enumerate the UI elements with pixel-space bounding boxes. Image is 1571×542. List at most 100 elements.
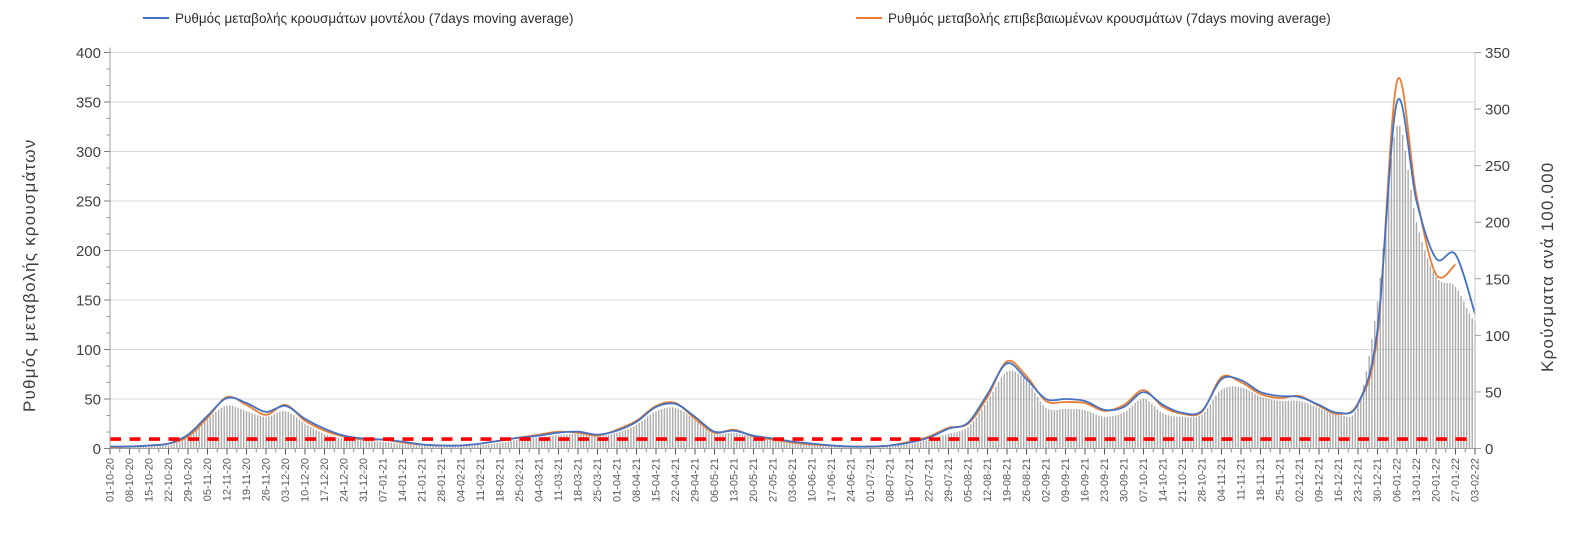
x-axis-date-label: 19-11-20: [241, 458, 253, 501]
x-axis-date-label: 03-02-22: [1470, 458, 1482, 502]
x-axis-date-label: 13-01-22: [1411, 458, 1423, 502]
legend-item-model: Ρυθμός μεταβολής κρουσμάτων μοντέλου (7d…: [143, 10, 574, 26]
left-axis-tick-label: 200: [76, 243, 101, 260]
left-axis-tick-label: 400: [76, 45, 101, 62]
cases-per-100k-bars: [109, 125, 1476, 449]
right-axis-tick-label: 300: [1485, 102, 1510, 119]
x-axis-date-label: 23-12-21: [1353, 458, 1365, 502]
confirmed-line-swatch: [856, 16, 882, 20]
model-line-swatch: [143, 16, 169, 20]
x-axis-date-label: 12-08-21: [982, 458, 994, 502]
left-axis-tick-label: 250: [76, 194, 101, 211]
x-axis-date-label: 08-07-21: [885, 458, 897, 502]
x-axis-date-label: 20-05-21: [748, 458, 760, 502]
x-axis-date-label: 16-09-21: [1080, 458, 1092, 502]
x-axis-date-label: 05-11-20: [202, 458, 214, 501]
x-axis-date-label: 29-07-21: [943, 458, 955, 502]
right-axis-tick-label: 200: [1485, 215, 1510, 232]
x-axis-date-label: 04-03-21: [534, 458, 546, 502]
x-axis-date-label: 11-03-21: [553, 458, 565, 501]
x-axis-date-label: 30-09-21: [1119, 458, 1131, 502]
right-axis-tick-label: 50: [1485, 384, 1502, 401]
x-axis-date-label: 06-01-22: [1392, 458, 1404, 502]
x-axis-date-label: 28-01-21: [436, 458, 448, 502]
x-axis-date-label: 25-11-21: [1275, 458, 1287, 501]
x-axis-date-label: 24-12-20: [339, 458, 351, 502]
left-axis-tick-label: 350: [76, 95, 101, 112]
x-axis-date-label: 29-10-20: [183, 458, 195, 502]
x-axis-date-label: 03-06-21: [787, 458, 799, 502]
legend-label-confirmed: Ρυθμός μεταβολής επιβεβαιωμένων κρουσμάτ…: [888, 10, 1331, 26]
x-axis-date-label: 26-08-21: [1021, 458, 1033, 502]
x-axis-date-label: 14-10-21: [1158, 458, 1170, 502]
x-axis-date-label: 08-10-20: [124, 458, 136, 502]
x-axis-date-label: 21-10-21: [1177, 458, 1189, 502]
x-axis-date-label: 10-12-20: [300, 458, 312, 502]
x-axis-date-label: 17-06-21: [826, 458, 838, 502]
left-axis-tick-label: 50: [84, 392, 101, 409]
right-axis-tick-label: 150: [1485, 271, 1510, 288]
left-axis-tick-label: 150: [76, 293, 101, 310]
x-axis-date-label: 15-04-21: [651, 458, 663, 502]
x-axis-date-label: 17-12-20: [319, 458, 331, 502]
right-axis-tick-label: 250: [1485, 158, 1510, 175]
x-axis-date-label: 18-02-21: [495, 458, 507, 502]
left-axis-tick-label: 300: [76, 144, 101, 161]
right-axis-tick-label: 350: [1485, 45, 1510, 62]
x-axis-date-label: 15-10-20: [144, 458, 156, 502]
x-axis-date-label: 08-04-21: [631, 458, 643, 502]
x-axis-date-label: 02-12-21: [1294, 458, 1306, 502]
x-axis-date-label: 22-04-21: [670, 458, 682, 502]
x-axis-date-label: 26-11-20: [261, 458, 273, 501]
x-axis-date-label: 12-11-20: [222, 458, 234, 501]
model-rate-line: [109, 98, 1476, 448]
right-axis-tick-label: 0: [1485, 441, 1493, 458]
confirmed-rate-line: [109, 77, 1457, 449]
x-axis-date-label: 29-04-21: [690, 458, 702, 502]
x-axis-date-label: 06-05-21: [709, 458, 721, 502]
x-axis-date-label: 27-01-22: [1450, 458, 1462, 502]
x-axis-date-label: 27-05-21: [768, 458, 780, 502]
right-axis-tick-label: 100: [1485, 328, 1510, 345]
x-axis-date-label: 01-07-21: [865, 458, 877, 502]
x-axis-date-label: 24-06-21: [846, 458, 858, 502]
x-axis-date-label: 04-11-21: [1216, 458, 1228, 501]
x-axis-date-label: 09-12-21: [1314, 458, 1326, 502]
x-axis-date-label: 18-03-21: [573, 458, 585, 502]
x-axis-date-label: 11-11-21: [1236, 458, 1248, 500]
x-axis-date-label: 28-10-21: [1197, 458, 1209, 502]
x-axis-date-label: 01-10-20: [105, 458, 117, 502]
x-axis-date-label: 30-12-21: [1372, 458, 1384, 502]
x-axis-date-label: 07-01-21: [378, 458, 390, 502]
chart-legend: Ρυθμός μεταβολής κρουσμάτων μοντέλου (7d…: [0, 0, 1571, 34]
x-axis-date-label: 18-11-21: [1255, 458, 1267, 501]
x-axis-date-label: 22-10-20: [163, 458, 175, 502]
x-axis-date-label: 22-07-21: [924, 458, 936, 502]
left-axis-tick-label: 100: [76, 342, 101, 359]
x-axis-date-label: 25-03-21: [592, 458, 604, 502]
x-axis-date-label: 16-12-21: [1333, 458, 1345, 502]
x-axis-date-label: 03-12-20: [280, 458, 292, 502]
left-axis-tick-label: 0: [93, 441, 101, 458]
x-axis-date-label: 25-02-21: [514, 458, 526, 502]
x-axis-date-label: 13-05-21: [729, 458, 741, 502]
legend-item-confirmed: Ρυθμός μεταβολής επιβεβαιωμένων κρουσμάτ…: [856, 10, 1331, 26]
x-axis-date-label: 10-06-21: [807, 458, 819, 502]
x-axis-date-label: 20-01-22: [1431, 458, 1443, 502]
x-axis-date-label: 11-02-21: [475, 458, 487, 501]
x-axis-date-label: 23-09-21: [1099, 458, 1111, 502]
legend-label-model: Ρυθμός μεταβολής κρουσμάτων μοντέλου (7d…: [175, 10, 574, 26]
x-axis-date-label: 31-12-20: [358, 458, 370, 502]
x-axis-date-label: 04-02-21: [456, 458, 468, 502]
x-axis-date-label: 05-08-21: [963, 458, 975, 502]
x-axis-date-label: 15-07-21: [904, 458, 916, 502]
x-axis-date-label: 19-08-21: [1002, 458, 1014, 502]
x-axis-date-label: 14-01-21: [397, 458, 409, 502]
x-axis-date-label: 02-09-21: [1041, 458, 1053, 502]
x-axis-date-label: 21-01-21: [417, 458, 429, 502]
x-axis-date-label: 01-04-21: [612, 458, 624, 502]
x-axis-date-label: 07-10-21: [1138, 458, 1150, 502]
x-axis-date-label: 09-09-21: [1060, 458, 1072, 502]
